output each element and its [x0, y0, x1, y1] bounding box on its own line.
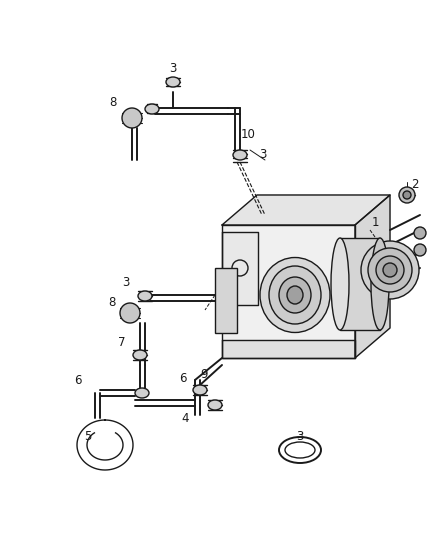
Polygon shape	[222, 195, 390, 225]
Text: 2: 2	[411, 179, 419, 191]
Ellipse shape	[233, 150, 247, 160]
Polygon shape	[222, 340, 355, 358]
Ellipse shape	[287, 286, 303, 304]
Ellipse shape	[260, 257, 330, 333]
Polygon shape	[355, 195, 390, 358]
Ellipse shape	[145, 104, 159, 114]
Polygon shape	[222, 232, 258, 305]
Ellipse shape	[376, 256, 404, 284]
Text: 7: 7	[118, 335, 126, 349]
Ellipse shape	[414, 244, 426, 256]
Bar	[340, 238, 380, 330]
Text: 3: 3	[122, 277, 130, 289]
Ellipse shape	[138, 291, 152, 301]
Ellipse shape	[368, 248, 412, 292]
Circle shape	[122, 108, 142, 128]
Text: 1: 1	[371, 216, 379, 230]
Ellipse shape	[403, 191, 411, 199]
Text: 8: 8	[108, 295, 116, 309]
Ellipse shape	[133, 350, 147, 360]
Text: 3: 3	[170, 61, 177, 75]
Ellipse shape	[331, 238, 349, 330]
Text: 6: 6	[74, 374, 82, 386]
Text: 6: 6	[179, 372, 187, 384]
Ellipse shape	[383, 263, 397, 277]
Ellipse shape	[279, 277, 311, 313]
Text: 3: 3	[259, 149, 267, 161]
Ellipse shape	[361, 241, 419, 299]
Ellipse shape	[193, 385, 207, 395]
Ellipse shape	[399, 187, 415, 203]
Ellipse shape	[414, 227, 426, 239]
Ellipse shape	[166, 77, 180, 87]
Bar	[215, 268, 237, 333]
Text: 8: 8	[110, 95, 117, 109]
Ellipse shape	[371, 238, 389, 330]
Text: 10: 10	[240, 128, 255, 141]
Text: 5: 5	[84, 431, 92, 443]
Ellipse shape	[135, 388, 149, 398]
Text: 3: 3	[193, 385, 201, 399]
Text: 9: 9	[200, 368, 208, 382]
Ellipse shape	[208, 400, 222, 410]
Text: 4: 4	[181, 411, 189, 424]
Polygon shape	[222, 225, 355, 358]
Text: 3: 3	[297, 431, 304, 443]
Ellipse shape	[269, 266, 321, 324]
Circle shape	[120, 303, 140, 323]
